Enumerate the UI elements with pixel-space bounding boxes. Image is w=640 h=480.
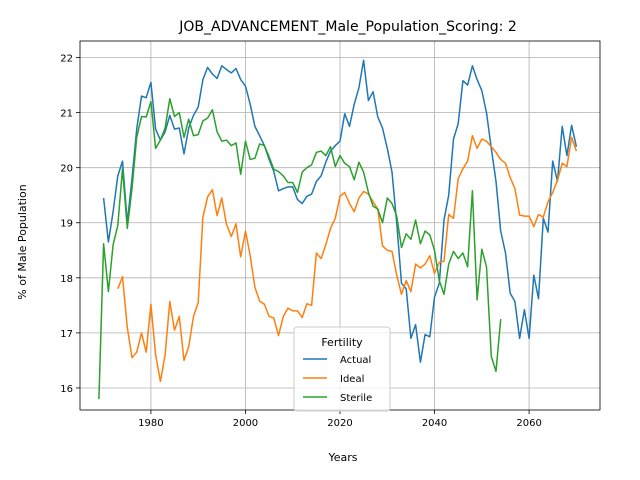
x-tick-label: 2020 <box>327 418 352 429</box>
y-tick-label: 16 <box>60 384 73 395</box>
y-tick-label: 21 <box>60 109 73 120</box>
x-tick-label: 1980 <box>138 418 163 429</box>
y-tick-label: 18 <box>60 274 73 285</box>
legend-title: Fertility <box>321 336 363 349</box>
y-tick-label: 19 <box>60 219 73 230</box>
x-axis-label: Years <box>327 451 357 464</box>
series-line-ideal <box>117 134 578 383</box>
legend-label-actual: Actual <box>340 355 371 366</box>
y-axis-label: % of Male Population <box>16 184 29 299</box>
chart-title: JOB_ADVANCEMENT_Male_Population_Scoring:… <box>178 19 517 35</box>
y-axis-ticks: 16 17 18 19 20 21 22 <box>60 54 80 395</box>
y-tick-label: 22 <box>60 54 73 65</box>
x-tick-label: 2060 <box>516 418 541 429</box>
y-tick-label: 20 <box>60 164 73 175</box>
y-tick-label: 17 <box>60 329 73 340</box>
series-line-sterile <box>98 98 502 400</box>
series-lines <box>98 59 578 400</box>
x-tick-label: 2000 <box>233 418 258 429</box>
legend: Fertility Actual Ideal Sterile <box>293 326 391 412</box>
legend-label-ideal: Ideal <box>340 374 364 385</box>
x-tick-label: 2040 <box>422 418 447 429</box>
series-line-actual <box>102 59 578 363</box>
legend-box <box>293 326 391 412</box>
x-axis-ticks: 1980 2000 2020 2040 2060 <box>138 410 542 429</box>
legend-label-sterile: Sterile <box>340 393 372 404</box>
